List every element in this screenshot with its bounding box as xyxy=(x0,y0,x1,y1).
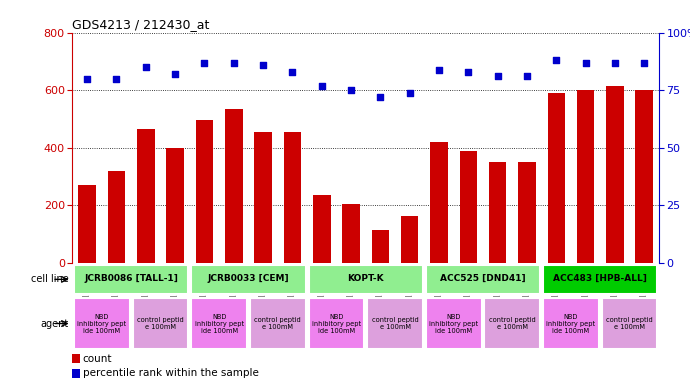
Text: JCRB0086 [TALL-1]: JCRB0086 [TALL-1] xyxy=(84,274,178,283)
Point xyxy=(375,94,386,100)
Bar xyxy=(72,369,80,378)
Text: control peptid
e 100mM: control peptid e 100mM xyxy=(372,317,418,330)
Bar xyxy=(313,195,331,263)
Bar xyxy=(431,142,448,263)
FancyBboxPatch shape xyxy=(308,265,423,294)
FancyBboxPatch shape xyxy=(426,298,482,349)
Text: control peptid
e 100mM: control peptid e 100mM xyxy=(137,317,184,330)
Point xyxy=(346,87,357,93)
Point xyxy=(463,69,474,75)
Bar xyxy=(401,215,418,263)
Bar xyxy=(371,230,389,263)
Text: ACC483 [HPB-ALL]: ACC483 [HPB-ALL] xyxy=(553,274,647,283)
Point xyxy=(433,66,444,73)
FancyBboxPatch shape xyxy=(308,298,364,349)
Bar xyxy=(342,204,359,263)
Point xyxy=(404,89,415,96)
FancyBboxPatch shape xyxy=(191,265,306,294)
Bar xyxy=(606,86,624,263)
Text: NBD
inhibitory pept
ide 100mM: NBD inhibitory pept ide 100mM xyxy=(429,313,478,334)
Bar xyxy=(225,109,243,263)
Point xyxy=(639,60,650,66)
FancyBboxPatch shape xyxy=(74,265,188,294)
Point xyxy=(170,71,181,77)
Point xyxy=(111,76,122,82)
Text: cell line: cell line xyxy=(31,274,69,285)
FancyBboxPatch shape xyxy=(543,265,658,294)
FancyBboxPatch shape xyxy=(602,298,658,349)
Bar xyxy=(196,121,213,263)
Point xyxy=(140,64,151,70)
Text: NBD
inhibitory pept
ide 100mM: NBD inhibitory pept ide 100mM xyxy=(546,313,595,334)
Text: agent: agent xyxy=(41,318,69,329)
Text: control peptid
e 100mM: control peptid e 100mM xyxy=(607,317,653,330)
Point xyxy=(287,69,298,75)
Bar xyxy=(79,185,96,263)
FancyBboxPatch shape xyxy=(367,298,423,349)
Text: percentile rank within the sample: percentile rank within the sample xyxy=(83,368,259,378)
Text: count: count xyxy=(83,354,112,364)
Point xyxy=(257,62,268,68)
Point xyxy=(199,60,210,66)
Text: control peptid
e 100mM: control peptid e 100mM xyxy=(489,317,535,330)
Point xyxy=(81,76,92,82)
Text: NBD
inhibitory pept
ide 100mM: NBD inhibitory pept ide 100mM xyxy=(312,313,361,334)
Bar xyxy=(137,129,155,263)
FancyBboxPatch shape xyxy=(74,298,130,349)
FancyBboxPatch shape xyxy=(543,298,599,349)
Text: NBD
inhibitory pept
ide 100mM: NBD inhibitory pept ide 100mM xyxy=(195,313,244,334)
Text: KOPT-K: KOPT-K xyxy=(347,274,384,283)
Bar xyxy=(460,151,477,263)
Bar xyxy=(166,148,184,263)
FancyBboxPatch shape xyxy=(250,298,306,349)
Text: GDS4213 / 212430_at: GDS4213 / 212430_at xyxy=(72,18,210,31)
Bar xyxy=(72,354,80,363)
Bar xyxy=(489,162,506,263)
Bar xyxy=(577,90,594,263)
Bar xyxy=(284,132,301,263)
Bar xyxy=(108,171,125,263)
FancyBboxPatch shape xyxy=(191,298,247,349)
Text: control peptid
e 100mM: control peptid e 100mM xyxy=(255,317,301,330)
Bar xyxy=(547,93,565,263)
Text: JCRB0033 [CEM]: JCRB0033 [CEM] xyxy=(208,274,289,283)
Point xyxy=(609,60,620,66)
Point xyxy=(522,73,533,79)
FancyBboxPatch shape xyxy=(132,298,188,349)
Point xyxy=(551,57,562,63)
Bar xyxy=(254,132,272,263)
Point xyxy=(492,73,503,79)
Point xyxy=(228,60,239,66)
Bar xyxy=(635,90,653,263)
Point xyxy=(316,83,327,89)
Text: ACC525 [DND41]: ACC525 [DND41] xyxy=(440,274,526,283)
Point xyxy=(580,60,591,66)
Bar xyxy=(518,162,535,263)
FancyBboxPatch shape xyxy=(426,265,540,294)
FancyBboxPatch shape xyxy=(484,298,540,349)
Text: NBD
inhibitory pept
ide 100mM: NBD inhibitory pept ide 100mM xyxy=(77,313,126,334)
